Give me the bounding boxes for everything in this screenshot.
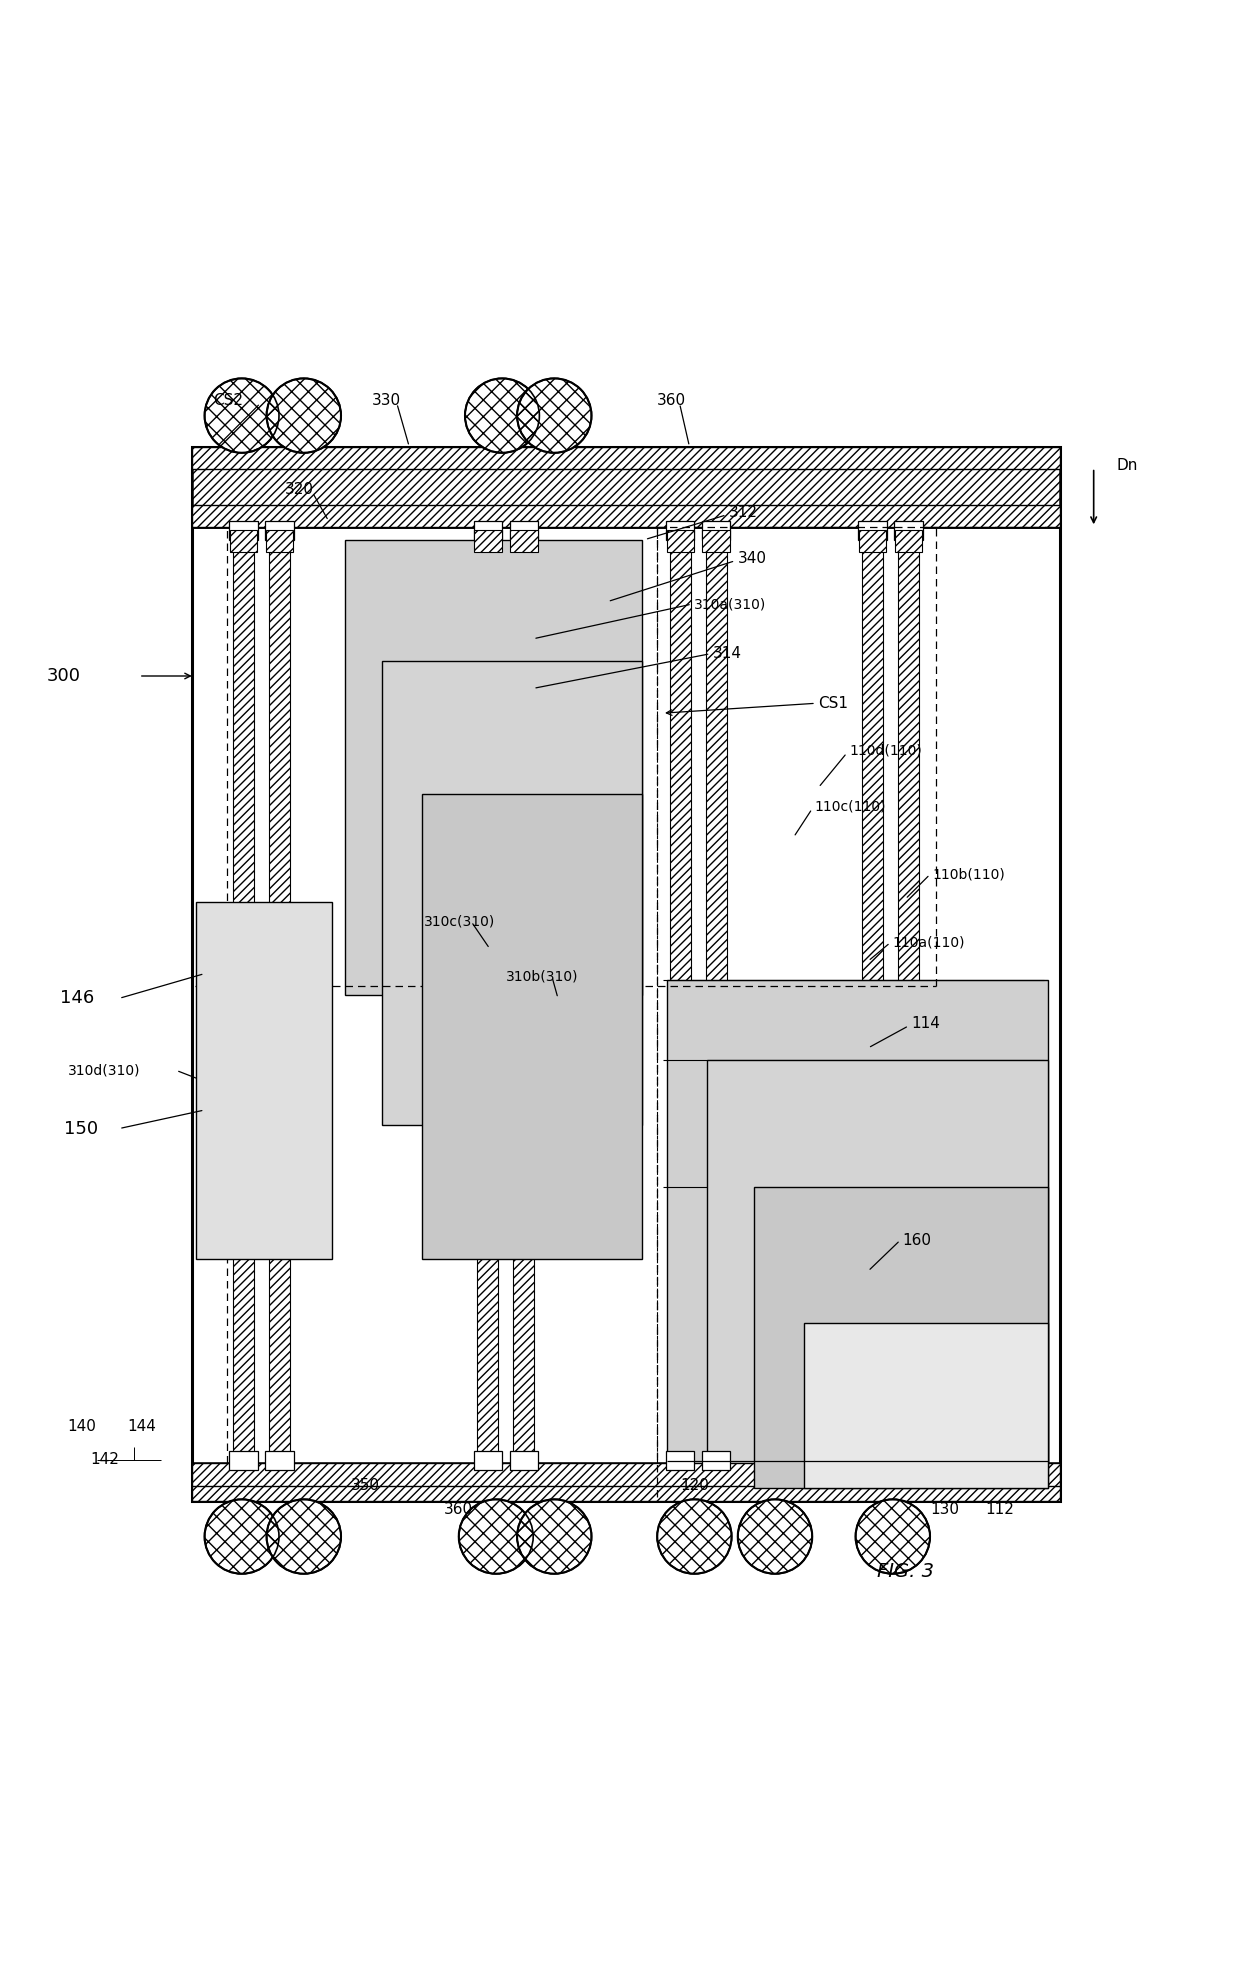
Bar	[510, 521, 538, 540]
Text: 350: 350	[351, 1479, 381, 1493]
Text: 110b(110): 110b(110)	[932, 868, 1006, 881]
Bar	[196, 901, 332, 1258]
Text: 360: 360	[444, 1503, 474, 1516]
Bar	[894, 521, 923, 540]
Circle shape	[465, 379, 539, 454]
Bar	[510, 1451, 538, 1469]
Bar	[858, 521, 887, 540]
Bar	[474, 530, 501, 552]
Bar	[192, 1463, 1060, 1501]
Circle shape	[267, 379, 341, 454]
Text: 360: 360	[657, 392, 686, 408]
Text: 160: 160	[903, 1232, 931, 1248]
Text: 114: 114	[911, 1016, 940, 1031]
Text: Dn: Dn	[1116, 458, 1137, 473]
Bar	[422, 795, 642, 1258]
Text: 340: 340	[738, 550, 766, 566]
Text: 130: 130	[930, 1503, 960, 1516]
Bar	[667, 980, 1048, 1489]
Bar	[229, 521, 258, 540]
Bar	[267, 530, 293, 552]
Text: 140: 140	[67, 1418, 95, 1434]
Bar	[231, 530, 258, 552]
Text: 312: 312	[729, 505, 758, 521]
Bar	[265, 521, 294, 540]
Bar	[707, 1061, 1048, 1489]
Bar	[474, 521, 502, 540]
Bar	[666, 521, 694, 540]
Bar	[511, 530, 538, 552]
Bar	[754, 1187, 1048, 1489]
Text: 310b(310): 310b(310)	[506, 968, 578, 984]
Circle shape	[657, 1499, 732, 1574]
Bar	[702, 521, 730, 540]
Bar	[345, 540, 642, 994]
Text: 120: 120	[680, 1479, 709, 1493]
Bar	[192, 505, 1060, 527]
Bar	[229, 1451, 258, 1469]
Bar	[858, 530, 885, 552]
Text: 310c(310): 310c(310)	[424, 915, 495, 929]
Bar	[898, 527, 919, 1463]
Bar	[265, 1451, 294, 1469]
Bar	[706, 527, 727, 1463]
Circle shape	[205, 1499, 279, 1574]
Bar	[269, 527, 290, 1463]
Text: 146: 146	[60, 990, 94, 1008]
Bar	[192, 1463, 1060, 1485]
Bar	[192, 446, 1060, 527]
Circle shape	[267, 1499, 341, 1574]
Text: 150: 150	[64, 1120, 99, 1138]
Bar	[804, 1323, 1048, 1489]
Text: 310d(310): 310d(310)	[68, 1063, 140, 1077]
Bar	[894, 530, 921, 552]
Text: CS2: CS2	[213, 392, 243, 408]
Bar	[862, 527, 883, 1463]
Circle shape	[205, 379, 279, 454]
Text: 330: 330	[372, 392, 401, 408]
Bar	[192, 446, 1060, 469]
Bar	[382, 661, 642, 1124]
Bar	[702, 1451, 730, 1469]
Bar	[513, 527, 534, 1463]
Text: 110d(110): 110d(110)	[849, 743, 923, 757]
Bar	[894, 1451, 923, 1469]
Bar	[233, 527, 254, 1463]
Text: 314: 314	[713, 647, 742, 661]
Circle shape	[459, 1499, 533, 1574]
Text: CS1: CS1	[818, 696, 848, 710]
Text: 112: 112	[985, 1503, 1014, 1516]
Circle shape	[517, 1499, 591, 1574]
Bar	[670, 527, 691, 1463]
Text: 142: 142	[91, 1451, 119, 1467]
Circle shape	[517, 379, 591, 454]
Bar	[474, 1451, 502, 1469]
Text: FIG. 3: FIG. 3	[877, 1562, 934, 1582]
Text: 320: 320	[285, 483, 314, 497]
Bar	[666, 1451, 694, 1469]
Bar	[192, 1479, 1060, 1501]
Text: 144: 144	[128, 1418, 156, 1434]
Text: 110a(110): 110a(110)	[893, 935, 965, 951]
Text: 110c(110): 110c(110)	[815, 799, 887, 812]
Bar	[858, 1451, 887, 1469]
Text: 310a(310): 310a(310)	[694, 598, 766, 611]
Bar	[702, 530, 729, 552]
Text: 300: 300	[47, 667, 81, 684]
Bar	[477, 527, 498, 1463]
Circle shape	[738, 1499, 812, 1574]
Bar	[667, 530, 694, 552]
Circle shape	[856, 1499, 930, 1574]
Bar	[192, 446, 1060, 1501]
